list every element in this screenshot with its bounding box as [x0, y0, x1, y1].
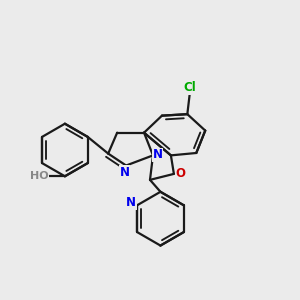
Text: O: O	[176, 167, 185, 180]
Text: N: N	[126, 196, 136, 209]
Text: Cl: Cl	[183, 81, 196, 94]
Text: HO: HO	[30, 171, 49, 181]
Text: N: N	[153, 148, 163, 161]
Text: N: N	[120, 166, 130, 178]
